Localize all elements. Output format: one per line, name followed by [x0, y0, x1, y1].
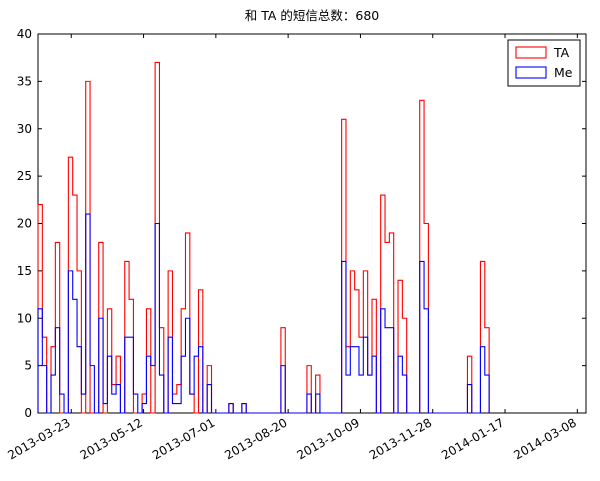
x-tick-label: 2013-08-20 [222, 415, 289, 462]
y-tick-label: 5 [24, 359, 32, 373]
x-tick-label: 2013-11-28 [367, 415, 434, 462]
legend-label-me: Me [554, 65, 573, 80]
y-tick-label: 35 [17, 74, 32, 88]
x-tick-label: 2013-05-12 [78, 415, 145, 462]
legend-swatch-ta [515, 46, 547, 59]
y-tick-label: 25 [17, 169, 32, 183]
x-tick-label: 2014-01-17 [439, 415, 506, 462]
chart-title: 和 TA 的短信总数：680 [245, 8, 380, 23]
x-tick-label: 2013-10-09 [295, 415, 362, 462]
legend-label-ta: TA [553, 45, 570, 60]
x-tick-label: 2013-07-01 [150, 415, 217, 462]
x-axis: 2013-03-23 2013-05-12 2013-07-01 2013-08-20… [5, 34, 579, 462]
y-tick-label: 0 [24, 406, 32, 420]
y-tick-label: 10 [17, 311, 32, 325]
y-axis: 0 5 10 15 20 25 30 35 40 [17, 27, 586, 420]
series-line-me [37, 213, 490, 414]
legend-swatch-me [515, 66, 547, 79]
legend: TA Me [507, 39, 581, 87]
y-tick-label: 20 [17, 217, 32, 231]
y-tick-label: 30 [17, 122, 32, 136]
plot-area [37, 33, 587, 414]
series-line-ta [37, 61, 490, 414]
y-tick-label: 15 [17, 264, 32, 278]
x-tick-label: 2013-03-23 [5, 415, 72, 462]
y-tick-label: 40 [17, 27, 32, 41]
x-tick-label: 2014-03-08 [511, 415, 578, 462]
